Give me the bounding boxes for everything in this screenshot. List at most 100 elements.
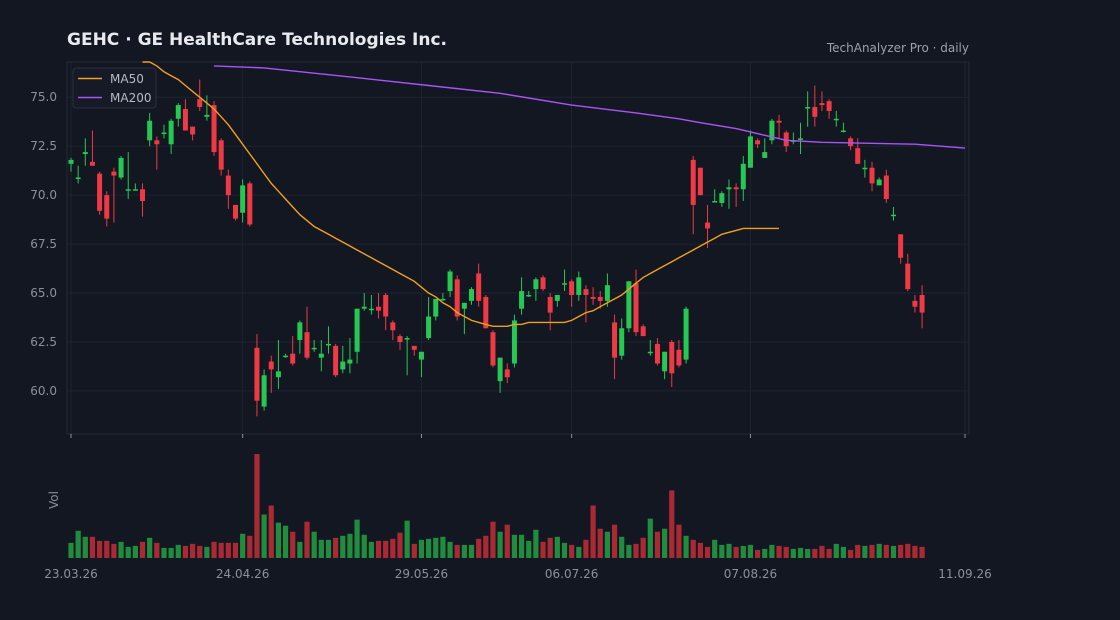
volume-bar [583,539,589,558]
date-tick-label: 29.05.26 [395,567,448,581]
candle-body [383,294,389,317]
candle-body [232,204,238,219]
candle-body [497,357,503,382]
volume-bar [254,454,260,558]
candle-body [204,114,210,117]
candle-body [97,173,103,211]
candle-body [368,308,374,311]
volume-bar [433,537,439,558]
candle-body [304,332,310,358]
volume-bar [762,548,768,558]
volume-bar [912,545,918,558]
volume-bar [282,525,289,558]
candle-body [769,120,775,141]
volume-bar [619,536,625,558]
volume-bar [375,540,382,558]
volume-bar [368,541,374,558]
volume-bar [82,536,88,558]
candle-body [619,328,625,356]
candle-body [118,157,124,178]
volume-bar [325,539,332,558]
candle-body [762,152,768,158]
volume-bar [712,539,718,558]
volume-bar [354,519,360,558]
volume-bar [383,540,389,558]
candle-body [147,120,153,141]
volume-bar [597,528,603,558]
candle-body [719,193,725,203]
volume-bar [97,540,103,558]
candle-body [197,99,203,108]
price-tick-label: 62.5 [30,335,57,349]
volume-bar [754,549,761,558]
legend-label-ma200: MA200 [110,91,151,105]
price-tick-label: 75.0 [30,90,57,104]
candle-body [283,355,289,358]
candle-body [869,167,875,184]
candle-body [855,148,861,164]
volume-bar [218,542,224,558]
legend-label-ma50: MA50 [110,72,144,86]
volume-bar [826,548,832,558]
candle-body [533,279,539,290]
candle-body [561,283,567,285]
candle-body [318,353,324,358]
candle-body [890,214,896,217]
candle-body [454,279,460,317]
candle-body [426,316,432,339]
volume-bar [662,528,668,558]
candle-body [755,140,761,145]
volume-bar [797,547,804,558]
volume-bar [490,521,496,558]
volume-bar [447,541,453,558]
candle-body [676,349,682,366]
volume-bar [68,542,74,558]
volume-bar [132,545,138,558]
candle-body [519,291,525,309]
volume-bar [726,543,732,558]
candle-body [254,347,260,401]
volume-bar [576,546,582,558]
price-tick-label: 67.5 [30,237,57,251]
volume-bar [161,547,167,558]
volume-bar [211,541,217,558]
volume-bar [540,541,546,558]
price-candles [68,79,925,417]
volume-bar [268,505,274,558]
candle-body [712,201,718,203]
volume-bar [547,537,553,558]
volume-bar [862,545,868,558]
candle-body [783,132,789,147]
volume-bar [118,541,124,558]
candle-body [175,105,181,119]
volume-bar [290,531,296,558]
candle-body [862,167,868,170]
candle-body [225,175,231,196]
volume-bar [426,538,432,558]
price-axis: 60.0 62.5 65.0 67.5 70.0 72.5 75.0 [30,90,57,398]
volume-bar [905,543,911,558]
volume-bar [461,544,467,558]
volume-bar [261,514,267,558]
volume-bar [654,531,661,558]
volume-bar [518,534,525,558]
candle-body [612,322,618,358]
candle-body [919,294,925,313]
candle-body [333,345,339,376]
date-tick-label: 06.07.26 [545,567,598,581]
volume-bar [240,533,246,558]
volume-bar [175,544,181,558]
volume-bar [569,544,575,558]
candle-body [604,285,610,301]
candle-body [547,296,553,313]
candle-body [697,167,703,196]
volume-bar [318,539,324,558]
candle-body [361,306,367,309]
candle-body [876,179,882,186]
volume-bar [561,542,568,558]
volume-bar [89,536,96,558]
volume-bar [411,543,417,558]
volume-bar [783,546,789,558]
chart-subtitle: TechAnalyzer Pro · daily [826,41,969,55]
candle-body [640,326,646,337]
